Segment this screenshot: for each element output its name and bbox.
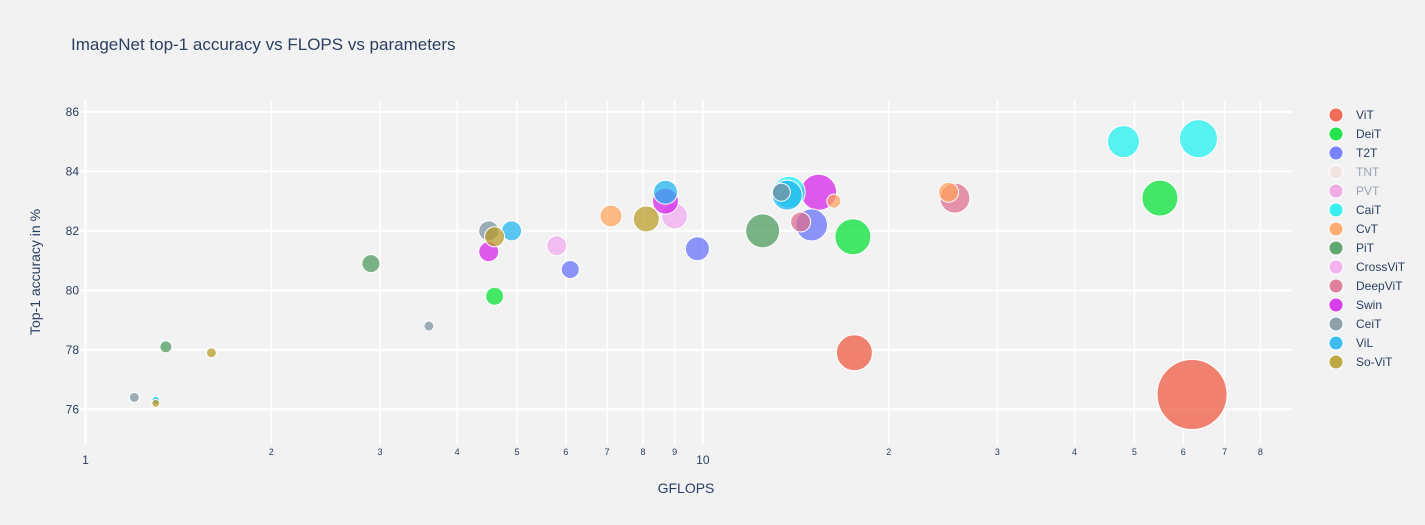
- y-tick-label: 86: [66, 105, 80, 119]
- y-tick-label: 76: [66, 402, 80, 416]
- y-tick-label: 78: [66, 343, 80, 357]
- legend-label: T2T: [1356, 146, 1378, 160]
- legend-label: PVT: [1356, 184, 1380, 198]
- legend-label: TNT: [1356, 165, 1380, 179]
- legend-label: Swin: [1356, 298, 1382, 312]
- bubble-cvt: [599, 204, 623, 228]
- bubble-deit: [834, 218, 872, 256]
- bubble-vit: [1156, 358, 1228, 430]
- legend-item-so-vit[interactable]: So-ViT: [1328, 354, 1393, 370]
- legend-marker: [1328, 354, 1344, 370]
- legend-item-cvt[interactable]: CvT: [1328, 221, 1379, 237]
- plot-background: [80, 100, 1292, 445]
- bubble-cvt: [938, 181, 960, 203]
- x-minor-tick-label: 7: [605, 447, 610, 457]
- x-minor-tick-label: 6: [563, 447, 568, 457]
- legend-item-crossvit[interactable]: CrossViT: [1328, 259, 1406, 275]
- grid: [80, 100, 1292, 445]
- legend-label: DeiT: [1356, 127, 1382, 141]
- legend-item-deit[interactable]: DeiT: [1328, 126, 1382, 142]
- legend-item-deepvit[interactable]: DeepViT: [1328, 278, 1403, 294]
- bubble-pit: [745, 213, 781, 249]
- legend-marker: [1328, 107, 1344, 123]
- legend-item-vil[interactable]: ViL: [1328, 335, 1373, 351]
- legend-item-cait[interactable]: CaiT: [1328, 202, 1382, 218]
- bubble-ceit: [128, 391, 140, 403]
- x-minor-tick-label: 6: [1181, 447, 1186, 457]
- legend-item-t2t[interactable]: T2T: [1328, 145, 1378, 161]
- legend-marker: [1328, 316, 1344, 332]
- x-minor-tick-label: 5: [1132, 447, 1137, 457]
- x-minor-tick-label: 3: [995, 447, 1000, 457]
- bubble-so-vit: [484, 226, 506, 248]
- legend-item-pit[interactable]: PiT: [1328, 240, 1375, 256]
- x-minor-tick-label: 7: [1222, 447, 1227, 457]
- x-minor-tick-label: 9: [672, 447, 677, 457]
- y-tick-label: 82: [66, 224, 80, 238]
- legend-marker: [1328, 183, 1344, 199]
- bubble-vil: [652, 179, 678, 205]
- x-minor-tick-label: 8: [1258, 447, 1263, 457]
- legend-label: DeepViT: [1356, 279, 1403, 293]
- bubble-ceit: [423, 320, 435, 332]
- legend-marker: [1328, 297, 1344, 313]
- bubble-deit: [485, 286, 505, 306]
- bubble-t2t: [560, 260, 580, 280]
- chart-title: ImageNet top-1 accuracy vs FLOPS vs para…: [71, 35, 456, 54]
- x-minor-tick-label: 2: [886, 447, 891, 457]
- legend-marker: [1328, 335, 1344, 351]
- x-minor-tick-label: 5: [514, 447, 519, 457]
- legend-label: CeiT: [1356, 317, 1382, 331]
- legend-item-pvt[interactable]: PVT: [1328, 183, 1380, 199]
- bubble-t2t: [684, 236, 710, 262]
- bubble-vit: [835, 334, 873, 372]
- bubble-cait: [1178, 119, 1218, 159]
- y-tick-label: 80: [66, 283, 80, 297]
- legend-marker: [1328, 202, 1344, 218]
- x-minor-tick-label: 8: [640, 447, 645, 457]
- bubble-ceit: [771, 182, 791, 202]
- bubble-deit: [1141, 179, 1179, 217]
- x-tick-label: 10: [696, 453, 710, 467]
- bubble-pit: [361, 254, 381, 274]
- bubble-crossvit: [546, 235, 568, 257]
- bubble-pit: [159, 340, 173, 354]
- bubble-so-vit: [151, 398, 161, 408]
- legend-label: ViL: [1356, 336, 1373, 350]
- legend-marker: [1328, 145, 1344, 161]
- legend-item-tnt[interactable]: TNT: [1328, 164, 1380, 180]
- y-axis-title: Top-1 accuracy in %: [27, 209, 43, 335]
- x-minor-tick-label: 4: [455, 447, 460, 457]
- legend-label: ViT: [1356, 108, 1374, 122]
- legend-marker: [1328, 278, 1344, 294]
- bubble-cait: [1106, 125, 1140, 159]
- legend: ViT DeiT T2T TNT PVT CaiT CvT PiT CrossViT DeepVi…: [1328, 107, 1406, 370]
- bubble-so-vit: [205, 347, 217, 359]
- bubble-deepvit: [790, 211, 812, 233]
- x-tick-label: 1: [82, 453, 89, 467]
- legend-label: CaiT: [1356, 203, 1382, 217]
- legend-label: CvT: [1356, 222, 1379, 236]
- legend-label: So-ViT: [1356, 355, 1393, 369]
- bubble-so-vit: [632, 205, 660, 233]
- legend-label: CrossViT: [1356, 260, 1406, 274]
- legend-item-ceit[interactable]: CeiT: [1328, 316, 1382, 332]
- x-minor-tick-label: 4: [1072, 447, 1077, 457]
- bubble-cvt: [826, 193, 842, 209]
- legend-marker: [1328, 221, 1344, 237]
- x-minor-tick-label: 3: [377, 447, 382, 457]
- y-tick-label: 84: [66, 164, 80, 178]
- legend-label: PiT: [1356, 241, 1375, 255]
- legend-marker: [1328, 240, 1344, 256]
- x-axis-title: GFLOPS: [658, 480, 715, 496]
- data-points: [128, 119, 1228, 430]
- legend-marker: [1328, 164, 1344, 180]
- legend-item-swin[interactable]: Swin: [1328, 297, 1382, 313]
- legend-marker: [1328, 126, 1344, 142]
- legend-item-vit[interactable]: ViT: [1328, 107, 1374, 123]
- x-minor-tick-label: 2: [269, 447, 274, 457]
- legend-marker: [1328, 259, 1344, 275]
